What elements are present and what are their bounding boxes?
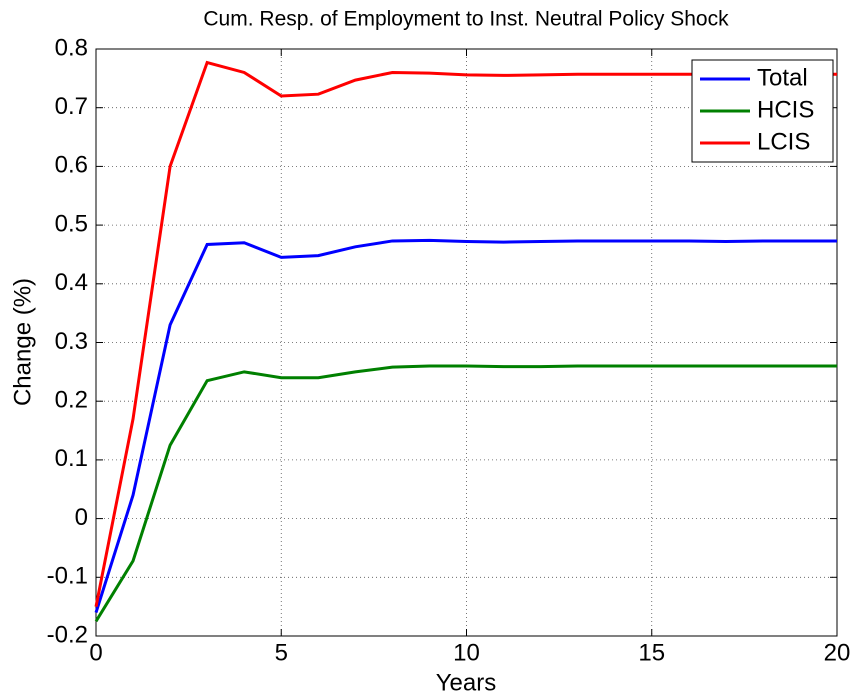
x-axis-label: Years bbox=[436, 669, 497, 696]
y-tick-label: 0.2 bbox=[55, 387, 88, 414]
y-tick-label: 0.1 bbox=[55, 445, 88, 472]
y-tick-label: -0.1 bbox=[47, 563, 88, 590]
y-tick-label: 0.6 bbox=[55, 152, 88, 179]
series-line bbox=[94, 364, 837, 623]
legend-label: HCIS bbox=[757, 96, 814, 123]
axes-box bbox=[95, 48, 838, 637]
x-tick-label: 5 bbox=[275, 639, 288, 666]
y-tick-label: 0.8 bbox=[55, 34, 88, 61]
x-tick-label: 0 bbox=[89, 639, 102, 666]
y-axis-label: Change (%) bbox=[9, 278, 36, 406]
y-tick-label: 0 bbox=[75, 504, 88, 531]
chart-title: Cum. Resp. of Employment to Inst. Neutra… bbox=[203, 8, 729, 31]
y-tick-label: 0.3 bbox=[55, 328, 88, 355]
x-tick-label: 15 bbox=[638, 639, 665, 666]
x-tick-label: 10 bbox=[453, 639, 480, 666]
y-tick-label: 0.5 bbox=[55, 210, 88, 237]
y-tick-label: -0.2 bbox=[47, 621, 88, 648]
y-tick-label: 0.7 bbox=[55, 93, 88, 120]
legend-label: Total bbox=[757, 64, 808, 91]
series-line bbox=[94, 238, 837, 613]
x-tick-label: 20 bbox=[824, 639, 851, 666]
y-tick-label: 0.4 bbox=[55, 269, 88, 296]
legend-label: LCIS bbox=[757, 128, 810, 155]
